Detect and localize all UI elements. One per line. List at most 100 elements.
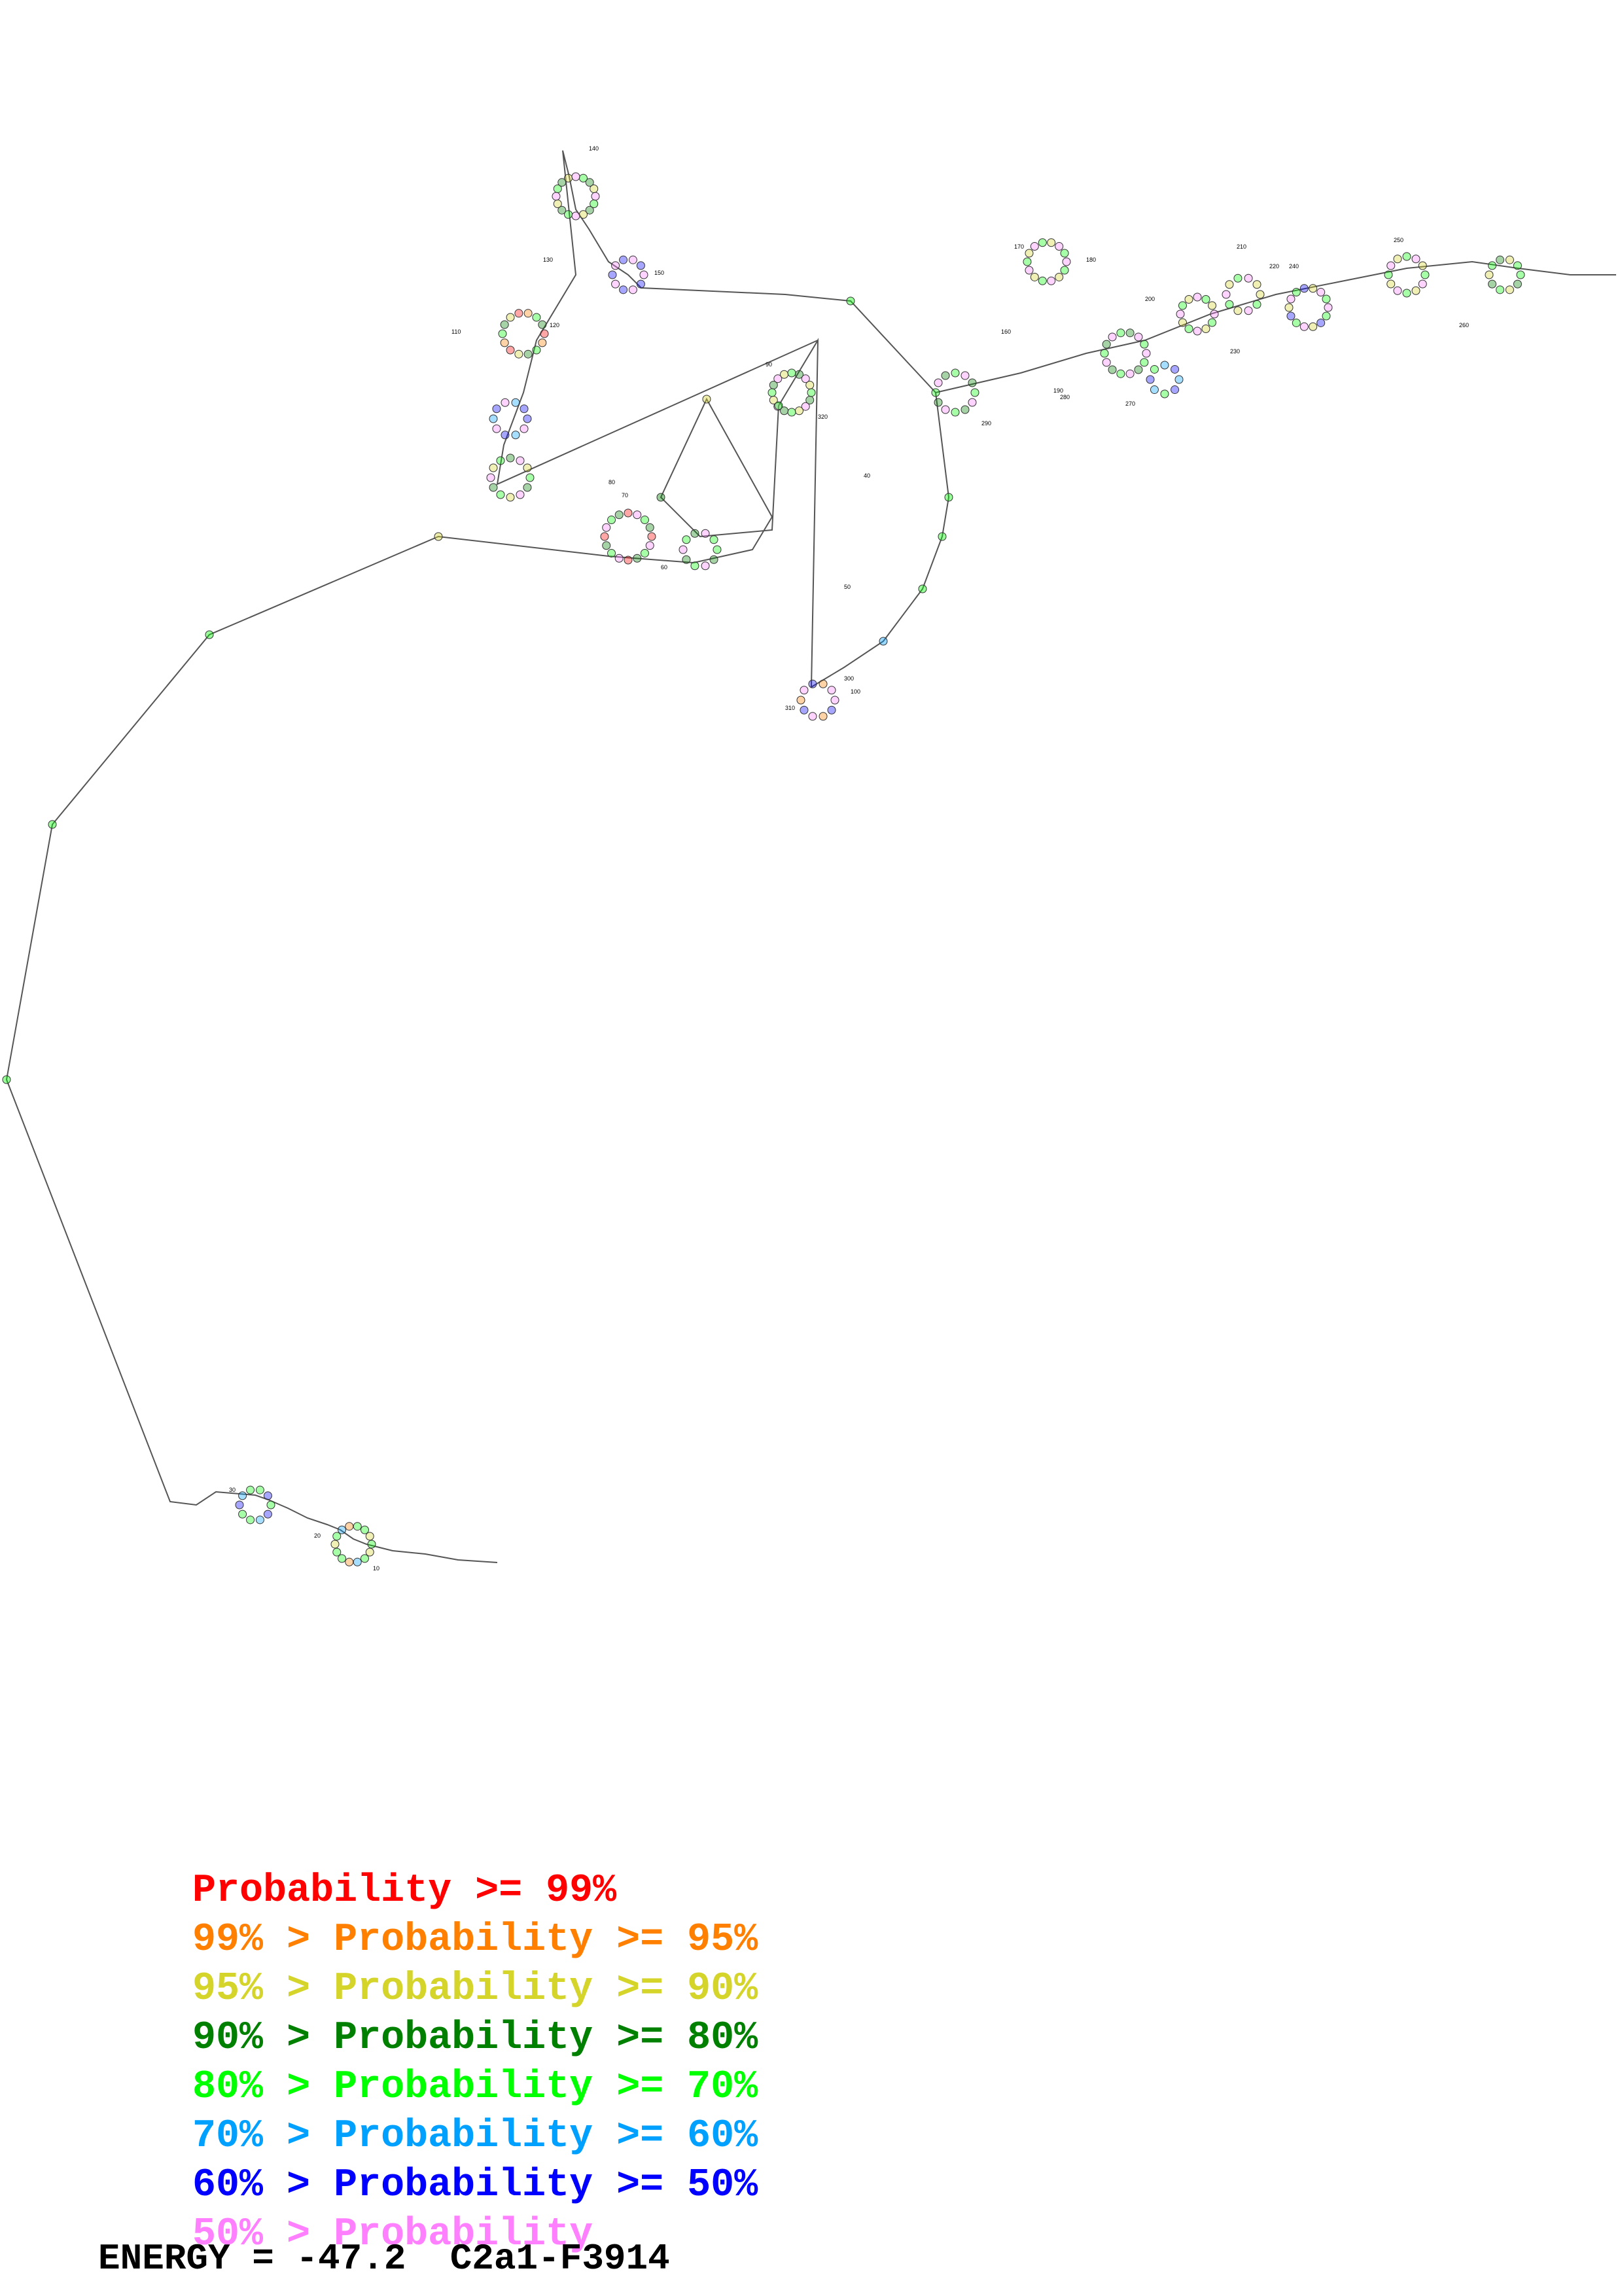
nucleotide-node [682, 555, 691, 564]
nucleotide-node [338, 1554, 347, 1563]
nucleotide-node [585, 178, 594, 187]
nucleotide-node [1150, 385, 1159, 395]
legend-prefix: 90% > [192, 2016, 334, 2060]
nucleotide-node [332, 1547, 342, 1557]
position-label: 170 [1014, 243, 1024, 250]
nucleotide-node [709, 535, 718, 544]
nucleotide-node [624, 508, 633, 518]
nucleotide-node [767, 388, 777, 397]
nucleotide-node [506, 313, 515, 322]
nucleotide-node [1418, 261, 1427, 270]
nucleotide-node [492, 424, 501, 433]
nucleotide-node [1150, 364, 1159, 374]
nucleotide-node [1513, 261, 1522, 270]
nucleotide-node [1505, 285, 1514, 294]
nucleotide-node [1178, 301, 1187, 310]
nucleotide-node [353, 1522, 362, 1531]
nucleotide-node [1418, 279, 1427, 289]
nucleotide-node [1174, 375, 1184, 384]
nucleotide-node [1496, 255, 1505, 264]
nucleotide-node [1393, 286, 1402, 295]
legend-prefix: 95% > [192, 1967, 334, 2011]
nucleotide-node [500, 320, 509, 329]
nucleotide-node [656, 493, 665, 502]
nucleotide-node [1038, 276, 1047, 285]
nucleotide-node [1108, 332, 1117, 342]
nucleotide-node [1176, 309, 1185, 319]
nucleotide-node [1030, 272, 1039, 281]
nucleotide-node [1134, 332, 1143, 342]
position-label: 310 [785, 705, 795, 711]
nucleotide-node [787, 368, 796, 378]
nucleotide-node [353, 1557, 362, 1566]
nucleotide-node [961, 371, 970, 380]
position-label: 110 [451, 328, 461, 335]
nucleotide-node [1201, 294, 1210, 304]
nucleotide-node [553, 185, 562, 194]
nucleotide-node [1184, 325, 1193, 334]
nucleotide-node [367, 1540, 376, 1549]
nucleotide-node [498, 329, 507, 338]
nucleotide-node [1060, 249, 1069, 258]
nucleotide-node [1134, 365, 1143, 374]
nucleotide-node [1030, 242, 1039, 251]
nucleotide-node [611, 279, 620, 289]
nucleotide-node [827, 686, 836, 695]
nucleotide-node [918, 584, 927, 593]
nucleotide-node [538, 320, 547, 329]
position-label: 60 [661, 564, 667, 571]
legend-label: Probability [334, 2163, 593, 2208]
position-label: 70 [622, 492, 628, 499]
position-label: 270 [1125, 400, 1135, 407]
nucleotide-node [506, 453, 515, 463]
nucleotide-node [645, 541, 654, 550]
nucleotide-node [614, 510, 624, 520]
nucleotide-node [1055, 242, 1064, 251]
nucleotide-node [780, 370, 789, 379]
nucleotide-node [614, 554, 624, 563]
nucleotide-node [808, 712, 817, 721]
nucleotide-node [532, 313, 541, 322]
nucleotide-node [1193, 327, 1202, 336]
legend-row-8: 50% > Probability [98, 2176, 593, 2293]
position-label: 30 [229, 1487, 236, 1493]
position-label: 40 [864, 472, 870, 479]
position-label: 100 [851, 688, 860, 695]
nucleotide-node [1102, 340, 1111, 349]
nucleotide-node [819, 679, 828, 688]
nucleotide-node [607, 516, 616, 525]
nucleotide-node [794, 370, 803, 379]
nucleotide-node [830, 696, 839, 705]
nucleotide-node [968, 398, 977, 407]
nucleotide-node [1055, 272, 1064, 281]
position-label: 210 [1237, 243, 1246, 250]
nucleotide-node [489, 463, 498, 472]
nucleotide-node [365, 1547, 374, 1557]
legend-row-2: 99% > Probability >= 95% [98, 1881, 758, 1999]
nucleotide-node [1402, 252, 1411, 261]
nucleotide-node [934, 398, 943, 407]
nucleotide-node [970, 388, 979, 397]
position-label: 140 [589, 145, 599, 152]
nucleotide-node [709, 555, 718, 564]
nucleotide-node [1420, 270, 1430, 279]
position-label: 10 [373, 1565, 379, 1572]
nucleotide-node [1038, 238, 1047, 247]
nucleotide-node [679, 545, 688, 554]
nucleotide-node [690, 561, 699, 571]
legend-suffix: >= 90% [593, 1967, 758, 2011]
nucleotide-node [523, 414, 532, 423]
backbone-path [5, 150, 950, 1563]
nucleotide-node [1116, 328, 1125, 338]
nucleotide-node [701, 529, 710, 538]
nucleotide-node [1309, 284, 1318, 293]
legend-label: Probability [334, 2016, 593, 2060]
position-label: 190 [1053, 387, 1063, 394]
legend-prefix: 70% > [192, 2114, 334, 2159]
nucleotide-node [1299, 284, 1309, 293]
nucleotide-node [1402, 289, 1411, 298]
nucleotide-node [805, 395, 815, 404]
nucleotide-node [1384, 270, 1393, 279]
nucleotide-node [640, 516, 649, 525]
nucleotide-node [255, 1485, 264, 1494]
